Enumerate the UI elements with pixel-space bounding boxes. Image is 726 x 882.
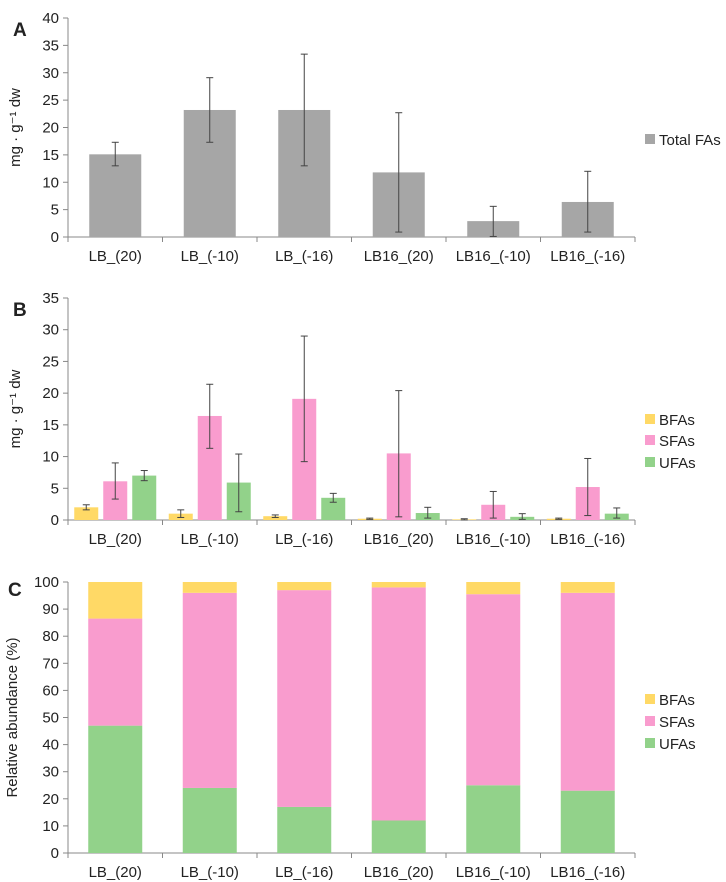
bar-bfas xyxy=(263,516,288,520)
bar-ufas xyxy=(321,497,346,520)
bar-ufas-segment xyxy=(560,790,615,853)
x-tick-label: LB_(-10) xyxy=(181,248,239,265)
legend-swatch-bfas xyxy=(645,414,655,424)
x-tick-label: LB_(-16) xyxy=(275,531,333,548)
bar-ufas-segment xyxy=(88,725,143,853)
y-tick-label: 5 xyxy=(51,202,59,219)
y-tick-label: 40 xyxy=(42,737,59,754)
bar-total-fas xyxy=(89,154,142,237)
bar-sfas-segment xyxy=(560,592,615,791)
y-tick-label: 25 xyxy=(42,353,59,370)
y-tick-label: 30 xyxy=(42,322,59,339)
panel-label: C xyxy=(8,580,22,601)
y-tick-label: 10 xyxy=(42,449,59,466)
bar-bfas-segment xyxy=(560,582,615,593)
y-tick-label: 90 xyxy=(42,601,59,618)
legend-swatch-sfas xyxy=(645,435,655,445)
y-tick-label: 10 xyxy=(42,174,59,191)
bar-sfas-segment xyxy=(466,594,521,786)
bar-ufas-segment xyxy=(466,785,521,853)
bar-sfas-segment xyxy=(277,590,332,807)
y-axis-title: mg · g⁻¹ dw xyxy=(7,369,24,448)
bar-bfas xyxy=(74,507,99,520)
panel-label: B xyxy=(13,300,27,321)
bar-bfas-segment xyxy=(88,582,143,619)
legend-label: UFAs xyxy=(659,455,696,472)
x-tick-label: LB16_(20) xyxy=(364,531,434,548)
y-tick-label: 35 xyxy=(42,290,59,307)
y-tick-label: 15 xyxy=(42,417,59,434)
bar-bfas-segment xyxy=(466,582,521,595)
bar-ufas-segment xyxy=(371,820,426,853)
y-axis-title: mg · g⁻¹ dw xyxy=(7,88,24,167)
y-axis-title: Relative abundance (%) xyxy=(4,637,21,797)
y-tick-label: 0 xyxy=(51,229,59,246)
legend-label: UFAs xyxy=(659,736,696,753)
x-tick-label: LB16_(-10) xyxy=(456,864,531,881)
legend-swatch-ufas xyxy=(645,738,655,748)
x-tick-label: LB_(20) xyxy=(89,864,142,881)
x-tick-label: LB_(20) xyxy=(89,248,142,265)
x-tick-label: LB_(-16) xyxy=(275,248,333,265)
y-tick-label: 100 xyxy=(34,574,59,591)
y-tick-label: 20 xyxy=(42,120,59,137)
panel-label: A xyxy=(13,20,27,41)
y-tick-label: 0 xyxy=(51,845,59,862)
legend-label: BFAs xyxy=(659,412,695,429)
y-tick-label: 35 xyxy=(42,37,59,54)
y-tick-label: 30 xyxy=(42,65,59,82)
x-tick-label: LB_(-10) xyxy=(181,531,239,548)
legend-swatch-sfas xyxy=(645,716,655,726)
x-tick-label: LB16_(-16) xyxy=(550,864,625,881)
y-tick-label: 60 xyxy=(42,682,59,699)
x-tick-label: LB16_(20) xyxy=(364,248,434,265)
y-tick-label: 20 xyxy=(42,791,59,808)
y-tick-label: 80 xyxy=(42,628,59,645)
x-tick-label: LB16_(-10) xyxy=(456,531,531,548)
x-tick-label: LB16_(-10) xyxy=(456,248,531,265)
legend-label: SFAs xyxy=(659,714,695,731)
y-tick-label: 70 xyxy=(42,655,59,672)
bar-bfas-segment xyxy=(182,582,237,593)
x-tick-label: LB_(20) xyxy=(89,531,142,548)
bar-bfas-segment xyxy=(277,582,332,591)
y-tick-label: 30 xyxy=(42,764,59,781)
legend-swatch-total-fas xyxy=(645,134,655,144)
x-tick-label: LB_(-10) xyxy=(181,864,239,881)
bar-ufas-segment xyxy=(277,806,332,853)
y-tick-label: 50 xyxy=(42,710,59,727)
y-tick-label: 25 xyxy=(42,92,59,109)
y-tick-label: 15 xyxy=(42,147,59,164)
legend-label: Total FAs xyxy=(659,132,721,149)
legend-swatch-bfas xyxy=(645,694,655,704)
x-tick-label: LB16_(-16) xyxy=(550,531,625,548)
y-tick-label: 40 xyxy=(42,10,59,27)
bar-ufas-segment xyxy=(182,787,237,853)
bar-bfas-segment xyxy=(371,582,426,588)
y-tick-label: 5 xyxy=(51,480,59,497)
y-tick-label: 10 xyxy=(42,818,59,835)
bar-sfas-segment xyxy=(88,618,143,726)
x-tick-label: LB16_(-16) xyxy=(550,248,625,265)
y-tick-label: 20 xyxy=(42,385,59,402)
legend-label: BFAs xyxy=(659,692,695,709)
x-tick-label: LB16_(20) xyxy=(364,864,434,881)
legend-label: SFAs xyxy=(659,433,695,450)
y-tick-label: 0 xyxy=(51,512,59,529)
bar-sfas-segment xyxy=(371,587,426,821)
bar-ufas xyxy=(132,475,157,520)
legend-swatch-ufas xyxy=(645,457,655,467)
x-tick-label: LB_(-16) xyxy=(275,864,333,881)
bar-sfas-segment xyxy=(182,592,237,788)
